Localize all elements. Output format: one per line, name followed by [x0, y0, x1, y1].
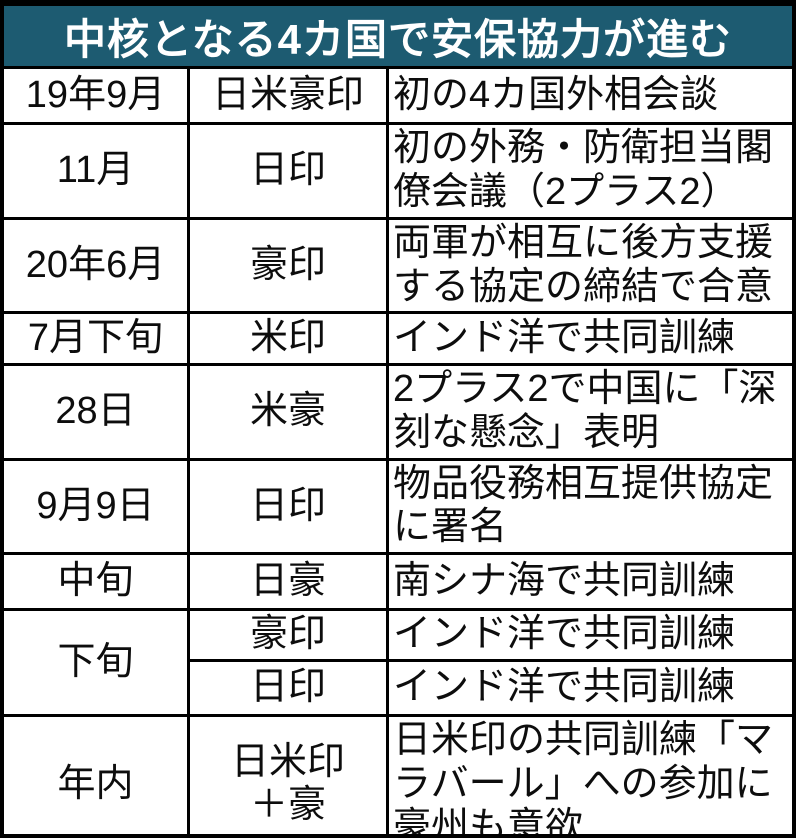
date-cell: 中旬 [4, 552, 190, 612]
event-cell: インド洋で共同訓練 [386, 658, 792, 717]
event-cell: インド洋で共同訓練 [386, 608, 792, 662]
date-cell: 9月9日 [4, 457, 190, 556]
parties-cell: 日米豪印 [187, 66, 389, 125]
table-row: 日印 インド洋で共同訓練 [4, 658, 792, 717]
table-row: 7月下旬 米印 インド洋で共同訓練 [4, 311, 792, 367]
parties-cell: 日印 [187, 457, 389, 556]
title-bar: 中核となる4カ国で安保協力が進む [4, 6, 792, 66]
table-row: 9月9日 日印 物品役務相互提供協定に署名 [4, 457, 792, 556]
date-cell: 年内 [4, 713, 190, 834]
date-cell-merged: 下旬 [4, 608, 190, 717]
parties-cell: 米印 [187, 311, 389, 367]
table-row: 11月 日印 初の外務・防衛担当閣僚会議（2プラス2） [4, 122, 792, 220]
date-cell: 7月下旬 [4, 311, 190, 367]
event-cell: 物品役務相互提供協定に署名 [386, 457, 792, 556]
date-cell: 19年9月 [4, 66, 190, 125]
event-cell: 初の外務・防衛担当閣僚会議（2プラス2） [386, 122, 792, 220]
table-row: 中旬 日豪 南シナ海で共同訓練 [4, 552, 792, 612]
date-cell: 11月 [4, 122, 190, 220]
parties-cell: 豪印 [187, 608, 389, 662]
table-row: 28日 米豪 2プラス2で中国に「深刻な懸念」表明 [4, 363, 792, 461]
event-cell: インド洋で共同訓練 [386, 311, 792, 367]
event-cell: 2プラス2で中国に「深刻な懸念」表明 [386, 363, 792, 461]
parties-cell: 米豪 [187, 363, 389, 461]
parties-cell: 日豪 [187, 552, 389, 612]
event-cell: 両軍が相互に後方支援する協定の締結で合意 [386, 216, 792, 315]
timeline-table: 19年9月 日米豪印 初の4カ国外相会談 11月 日印 初の外務・防衛担当閣僚会… [4, 66, 792, 834]
parties-cell: 日印 [187, 122, 389, 220]
table-row: 20年6月 豪印 両軍が相互に後方支援する協定の締結で合意 [4, 216, 792, 315]
parties-cell: 豪印 [187, 216, 389, 315]
table-row: 年内 日米印 ＋豪 日米印の共同訓練「マラバール」への参加に豪州も意欲 [4, 713, 792, 834]
parties-cell: 日印 [188, 658, 389, 717]
table-row: 下旬 豪印 インド洋で共同訓練 [4, 608, 792, 717]
table-row: 19年9月 日米豪印 初の4カ国外相会談 [4, 66, 792, 125]
figure-title: 中核となる4カ国で安保協力が進む [63, 15, 733, 63]
date-cell: 28日 [4, 363, 190, 461]
parties-cell: 日米印 ＋豪 [187, 713, 389, 834]
event-cell: 日米印の共同訓練「マラバール」への参加に豪州も意欲 [386, 713, 792, 834]
event-cell: 南シナ海で共同訓練 [386, 552, 792, 612]
event-cell: 初の4カ国外相会談 [386, 66, 792, 125]
date-cell: 20年6月 [4, 216, 190, 315]
